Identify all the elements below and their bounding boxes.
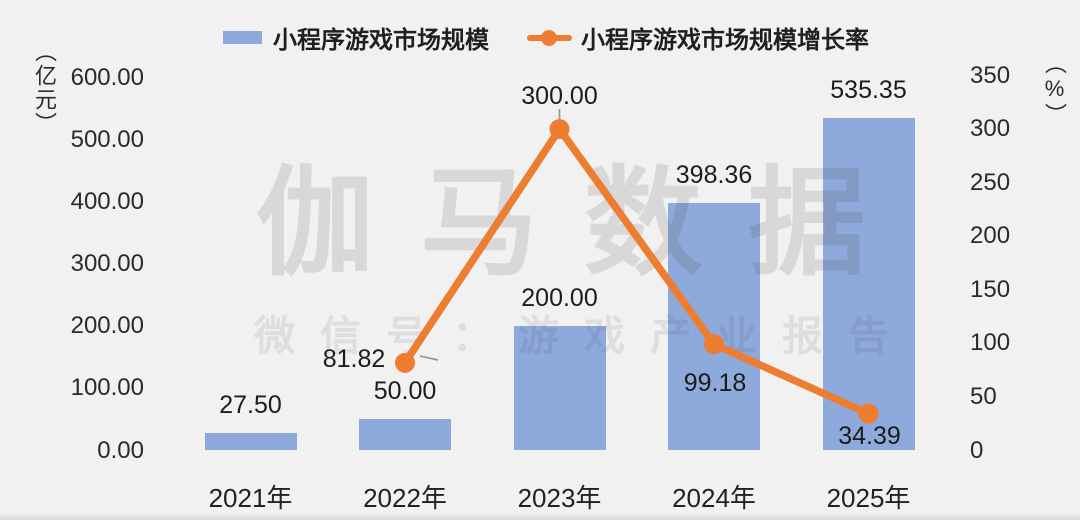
legend: 小程序游戏市场规模 小程序游戏市场规模增长率 bbox=[0, 18, 1080, 55]
bar-value-label: 27.50 bbox=[219, 391, 282, 420]
left-axis-tick-label: 100.00 bbox=[70, 374, 144, 402]
left-axis-unit-label: （亿元） bbox=[32, 40, 57, 136]
bar-value-label: 535.35 bbox=[830, 76, 907, 105]
x-axis-category-label: 2022年 bbox=[363, 483, 447, 513]
right-axis-tick-label: 250 bbox=[970, 168, 1011, 196]
legend-item-bar: 小程序游戏市场规模 bbox=[223, 20, 489, 55]
bar-value-label: 200.00 bbox=[521, 284, 598, 313]
line-value-label: 300.00 bbox=[521, 81, 598, 110]
x-axis-category-label: 2025年 bbox=[826, 483, 911, 513]
bar-legend-swatch-icon bbox=[223, 31, 262, 44]
right-axis-tick-label: 50 bbox=[970, 382, 997, 410]
left-axis-tick-label: 300.00 bbox=[70, 250, 144, 278]
right-axis-tick-label: 350 bbox=[970, 61, 1011, 89]
x-axis-category-label: 2021年 bbox=[208, 483, 293, 513]
bar-2022年 bbox=[359, 419, 451, 451]
line-value-label: 99.18 bbox=[683, 368, 747, 397]
left-axis-tick-label: 400.00 bbox=[70, 188, 144, 216]
left-axis-tick-label: 0.00 bbox=[97, 436, 144, 464]
left-axis-tick-label: 500.00 bbox=[70, 126, 144, 154]
line-value-label: 34.39 bbox=[838, 422, 901, 451]
line-legend-label: 小程序游戏市场规模增长率 bbox=[581, 27, 869, 54]
right-axis-tick-label: 100 bbox=[970, 329, 1011, 357]
bar-value-label: 398.36 bbox=[675, 161, 753, 190]
right-axis-tick-label: 200 bbox=[970, 222, 1011, 250]
x-axis-category-label: 2023年 bbox=[517, 483, 602, 513]
bar-2021年 bbox=[204, 433, 297, 451]
line-value-label: 81.82 bbox=[322, 345, 386, 374]
line-legend-marker-icon bbox=[527, 29, 572, 46]
legend-item-line: 小程序游戏市场规模增长率 bbox=[527, 20, 869, 55]
bar-legend-label: 小程序游戏市场规模 bbox=[273, 27, 489, 54]
bar-value-label: 50.00 bbox=[373, 377, 437, 406]
x-axis-category-label: 2024年 bbox=[672, 483, 756, 513]
right-axis-tick-label: 300 bbox=[970, 115, 1011, 143]
left-axis-tick-label: 200.00 bbox=[70, 312, 144, 340]
left-axis-tick-label: 600.00 bbox=[70, 64, 144, 91]
right-axis-tick-label: 150 bbox=[970, 275, 1011, 303]
right-axis-unit-label: （%） bbox=[1042, 52, 1067, 127]
right-axis-tick-label: 0 bbox=[970, 436, 984, 464]
